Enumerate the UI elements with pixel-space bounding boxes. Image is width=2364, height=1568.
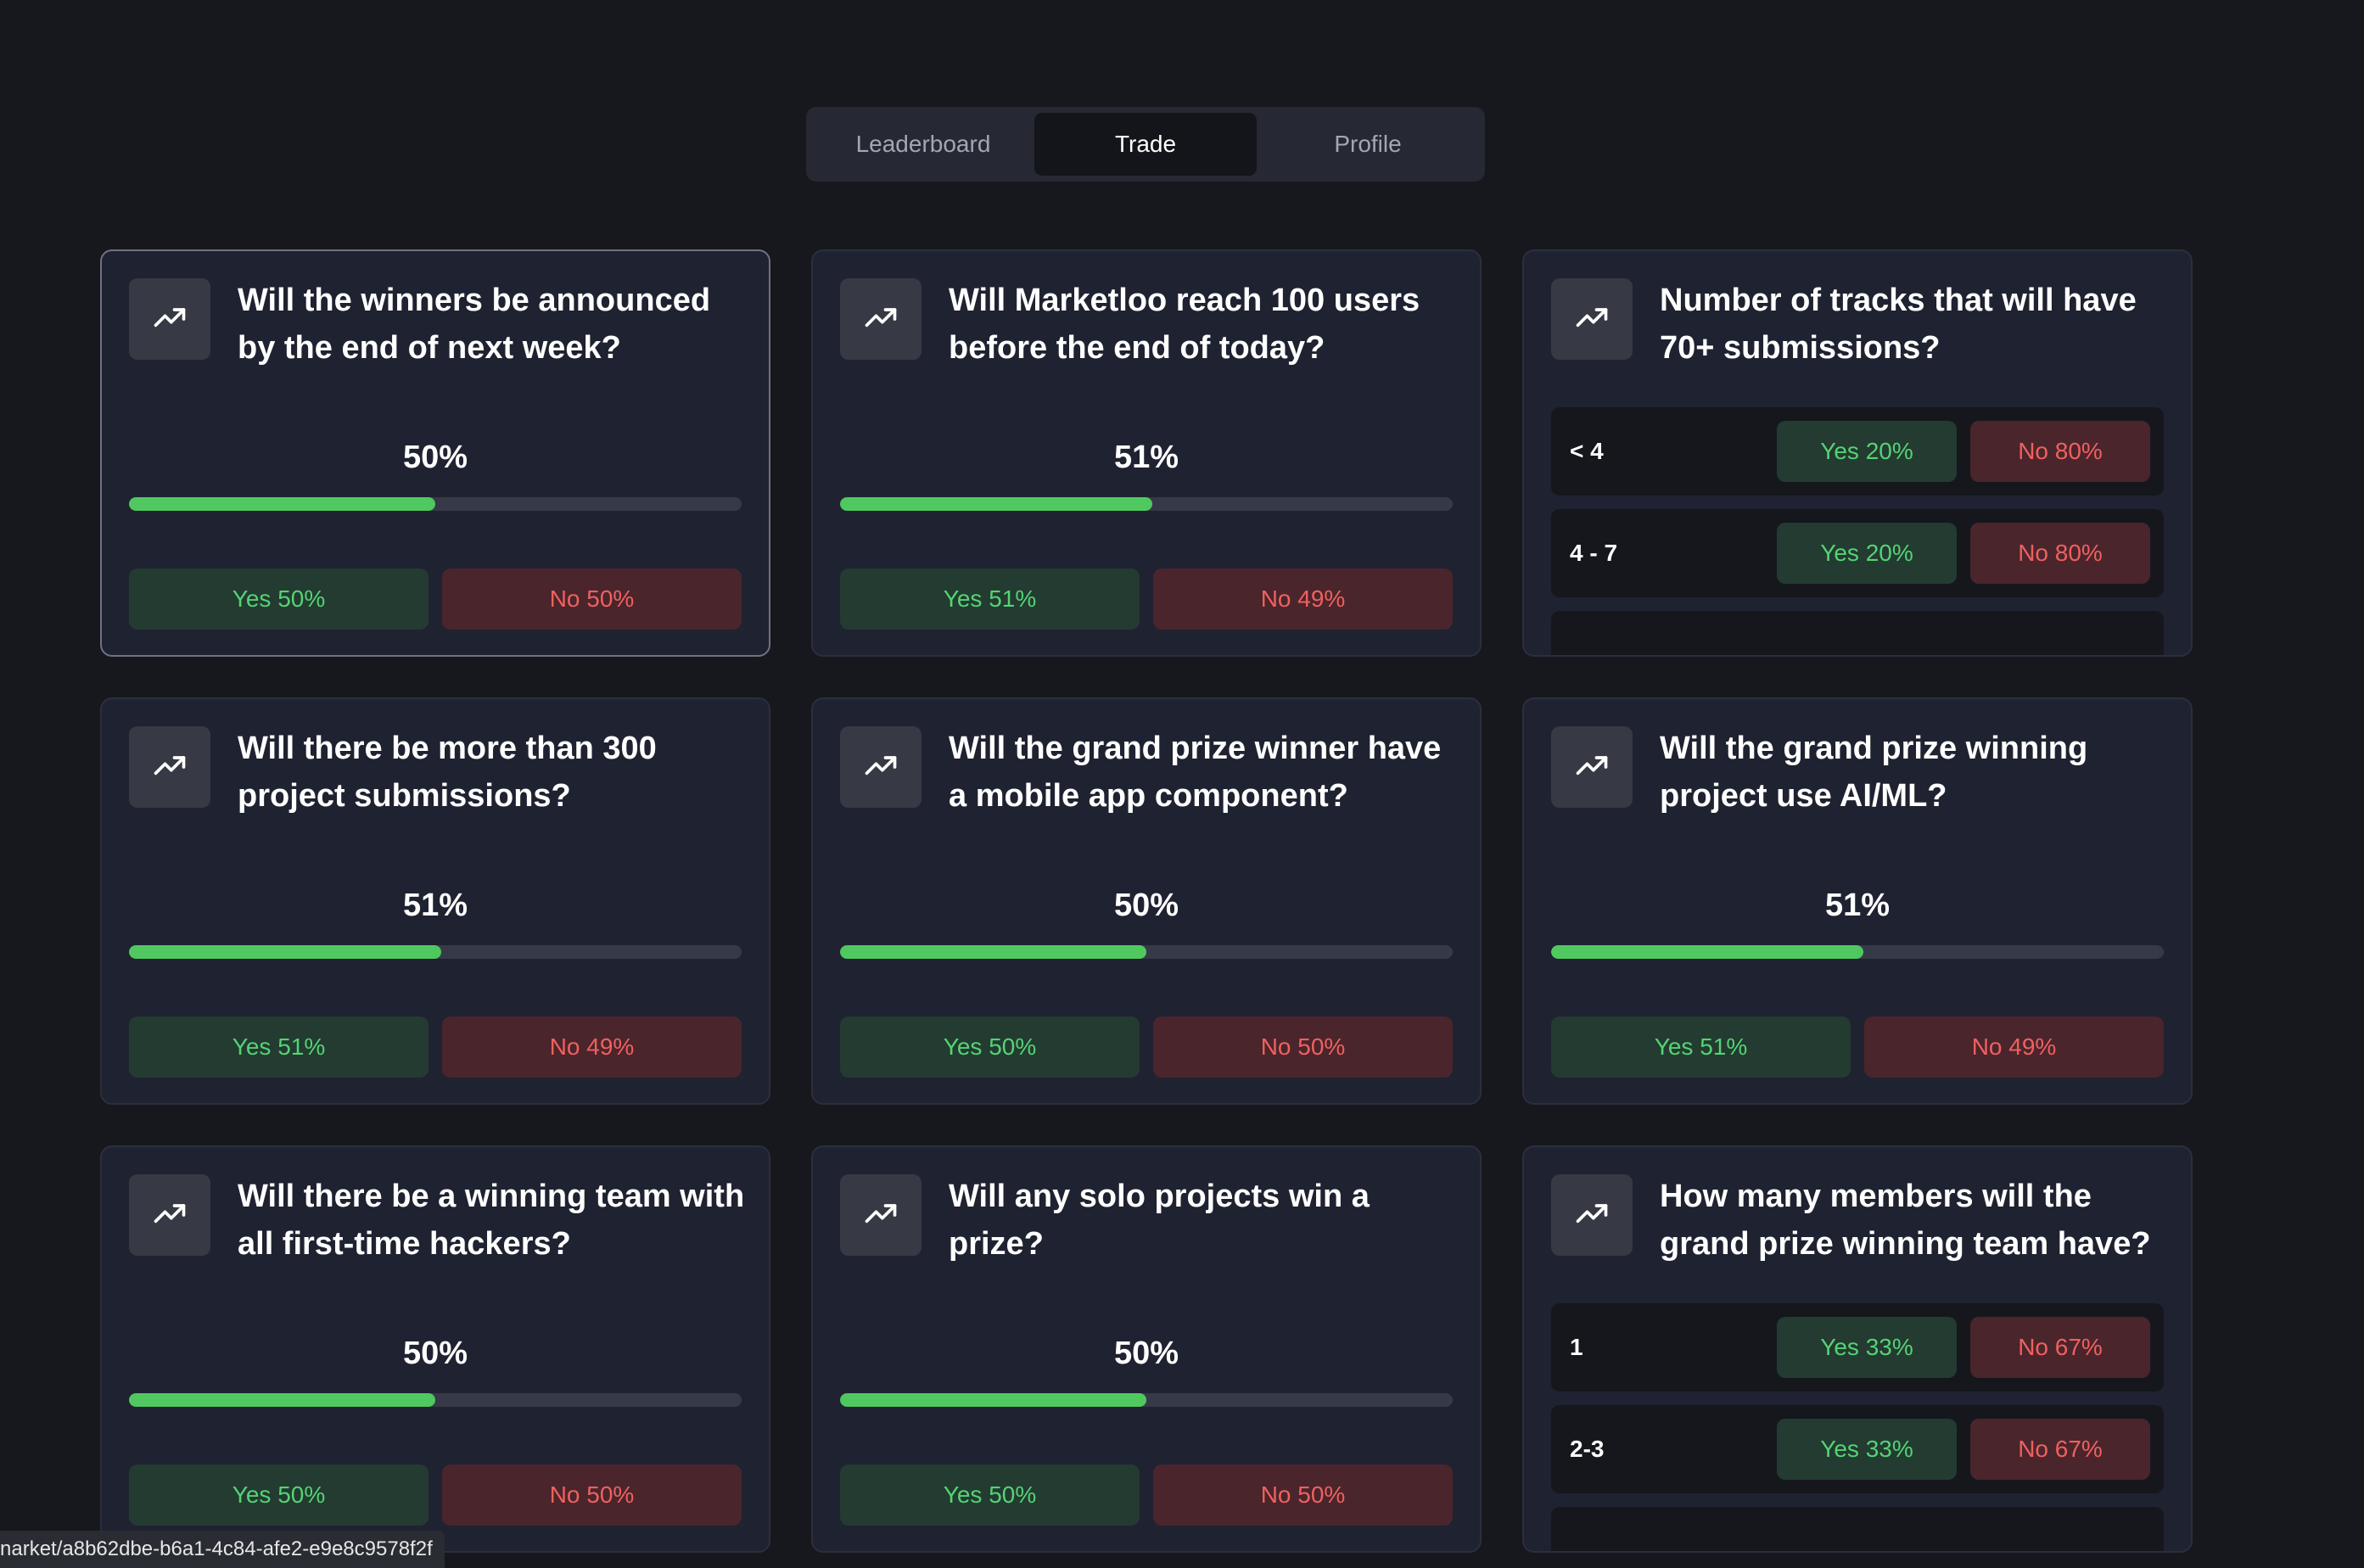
market-card[interactable]: Will there be more than 300 project subm… <box>100 697 770 1105</box>
no-button[interactable]: No 50% <box>442 568 742 630</box>
trending-up-icon <box>129 278 210 360</box>
trending-up-icon <box>840 726 922 808</box>
market-question: Will Marketloo reach 100 users before th… <box>949 283 1420 366</box>
market-question: Will the grand prize winner have a mobil… <box>949 731 1442 814</box>
nav-tabs: Leaderboard Trade Profile <box>806 107 1485 182</box>
probability-fill <box>840 1393 1146 1407</box>
probability-fill <box>129 497 435 511</box>
market-card[interactable]: Will the grand prize winning project use… <box>1522 697 2193 1105</box>
option-row: 2-3 Yes 33% No 67% <box>1551 1405 2164 1493</box>
tab-leaderboard[interactable]: Leaderboard <box>855 131 991 157</box>
market-question: How many members will the grand prize wi… <box>1660 1179 2151 1262</box>
yes-button[interactable]: Yes 51% <box>840 568 1140 630</box>
yes-button[interactable]: Yes 33% <box>1777 1317 1957 1378</box>
trending-up-icon <box>129 1174 210 1256</box>
tab-trade[interactable]: Trade <box>1034 113 1257 176</box>
no-button[interactable]: No 67% <box>1970 1317 2150 1378</box>
no-button[interactable]: No 50% <box>1153 1016 1453 1078</box>
market-card[interactable]: Will the grand prize winner have a mobil… <box>811 697 1482 1105</box>
market-percent: 50% <box>1113 1336 1179 1371</box>
market-question: Will any solo projects win a prize? <box>949 1179 1370 1262</box>
trending-up-icon <box>1551 1174 1633 1256</box>
no-button[interactable]: No 67% <box>1970 1419 2150 1480</box>
yes-button[interactable]: Yes 50% <box>129 568 429 630</box>
option-row-partial <box>1551 611 2164 655</box>
market-percent: 51% <box>1113 440 1179 475</box>
yes-button[interactable]: Yes 20% <box>1777 421 1957 482</box>
option-row-partial <box>1551 1507 2164 1551</box>
market-percent: 51% <box>402 888 468 923</box>
probability-bar <box>1551 945 2164 959</box>
yes-button[interactable]: Yes 51% <box>129 1016 429 1078</box>
no-button[interactable]: No 49% <box>442 1016 742 1078</box>
trending-up-icon <box>1551 278 1633 360</box>
trending-up-icon <box>840 278 922 360</box>
option-row: 1 Yes 33% No 67% <box>1551 1303 2164 1392</box>
markets-grid: Will the winners be announced by the end… <box>100 249 2193 1553</box>
probability-bar <box>840 945 1453 959</box>
option-label: 1 <box>1570 1334 1583 1360</box>
yes-button[interactable]: Yes 50% <box>840 1016 1140 1078</box>
market-card[interactable]: Will Marketloo reach 100 users before th… <box>811 249 1482 657</box>
yes-button[interactable]: Yes 33% <box>1777 1419 1957 1480</box>
market-question: Will the winners be announced by the end… <box>238 283 711 366</box>
no-button[interactable]: No 49% <box>1153 568 1453 630</box>
options-list: 1 Yes 33% No 67% 2-3 Yes 33% No 67% <box>1551 1303 2164 1551</box>
option-label: 4 - 7 <box>1570 540 1618 566</box>
probability-fill <box>840 945 1146 959</box>
no-button[interactable]: No 50% <box>442 1464 742 1526</box>
probability-fill <box>1551 945 1864 959</box>
market-percent: 50% <box>1113 888 1179 923</box>
market-card[interactable]: Will any solo projects win a prize? 50% … <box>811 1145 1482 1553</box>
yes-button[interactable]: Yes 51% <box>1551 1016 1851 1078</box>
market-percent: 50% <box>402 440 468 475</box>
market-question: Will the grand prize winning project use… <box>1660 731 2088 814</box>
no-button[interactable]: No 50% <box>1153 1464 1453 1526</box>
no-button[interactable]: No 80% <box>1970 523 2150 584</box>
market-percent: 51% <box>1824 888 1891 923</box>
yes-button[interactable]: Yes 50% <box>129 1464 429 1526</box>
probability-fill <box>840 497 1153 511</box>
option-label: < 4 <box>1570 438 1604 464</box>
market-card[interactable]: Will there be a winning team with all fi… <box>100 1145 770 1553</box>
probability-bar <box>840 1393 1453 1407</box>
probability-bar <box>129 497 742 511</box>
option-row: < 4 Yes 20% No 80% <box>1551 407 2164 496</box>
probability-bar <box>129 945 742 959</box>
market-card[interactable]: Will the winners be announced by the end… <box>100 249 770 657</box>
market-question: Will there be a winning team with all fi… <box>238 1179 745 1262</box>
market-question: Will there be more than 300 project subm… <box>238 731 657 814</box>
market-percent: 50% <box>402 1336 468 1371</box>
trending-up-icon <box>129 726 210 808</box>
probability-fill <box>129 1393 435 1407</box>
tab-profile[interactable]: Profile <box>1334 131 1402 157</box>
trending-up-icon <box>1551 726 1633 808</box>
option-label: 2-3 <box>1570 1436 1605 1462</box>
trending-up-icon <box>840 1174 922 1256</box>
no-button[interactable]: No 49% <box>1864 1016 2164 1078</box>
probability-fill <box>129 945 442 959</box>
options-list: < 4 Yes 20% No 80% 4 - 7 Yes 20% No 80% <box>1551 407 2164 655</box>
market-card[interactable]: How many members will the grand prize wi… <box>1522 1145 2193 1553</box>
probability-bar <box>129 1393 742 1407</box>
market-card[interactable]: Number of tracks that will have 70+ subm… <box>1522 249 2193 657</box>
status-bar-url: narket/a8b62dbe-b6a1-4c84-afe2-e9e8c9578… <box>0 1531 445 1568</box>
no-button[interactable]: No 80% <box>1970 421 2150 482</box>
market-question: Number of tracks that will have 70+ subm… <box>1660 283 2137 366</box>
probability-bar <box>840 497 1453 511</box>
option-row: 4 - 7 Yes 20% No 80% <box>1551 509 2164 597</box>
yes-button[interactable]: Yes 20% <box>1777 523 1957 584</box>
yes-button[interactable]: Yes 50% <box>840 1464 1140 1526</box>
